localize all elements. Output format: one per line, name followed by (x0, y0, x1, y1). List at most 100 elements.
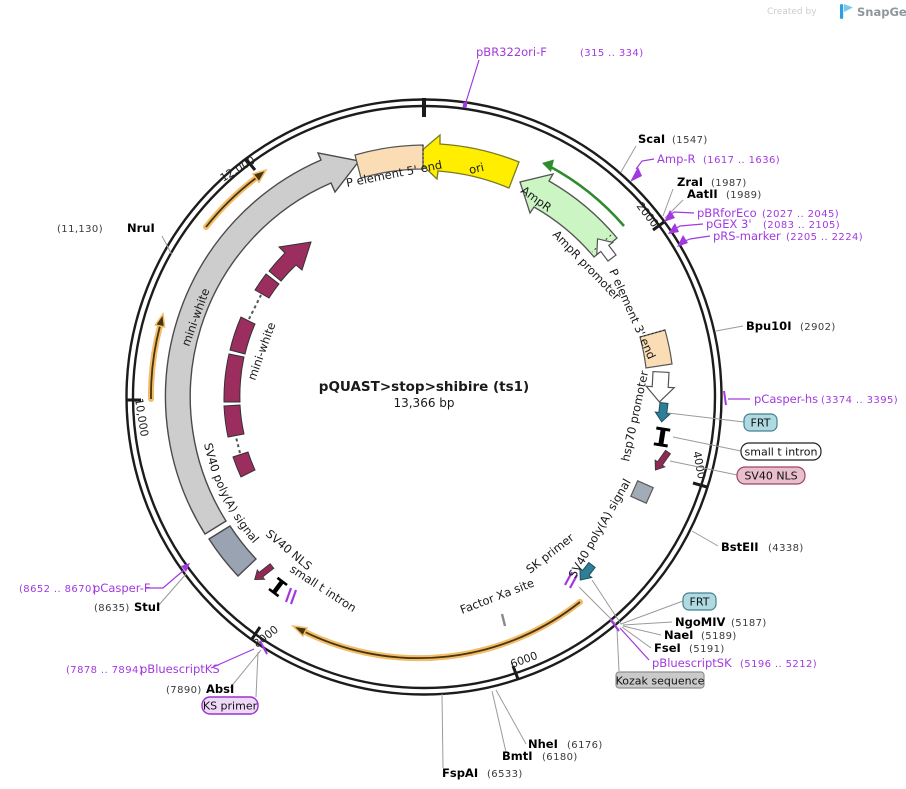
frt-box-top-label[interactable]: FRT (751, 417, 771, 430)
feature-small-t-intron-glyph[interactable] (653, 426, 671, 448)
callout-line-ngoMIV (622, 621, 673, 626)
frt-box-top[interactable] (743, 413, 778, 432)
primer-pbluescriptsk[interactable]: pBluescriptSK (652, 656, 732, 670)
enzyme-nruI-pos: (11,130) (57, 224, 103, 235)
ks-primer-box-label[interactable]: KS primer (203, 700, 258, 713)
frt-box-bottom[interactable] (682, 592, 717, 611)
label-hsp70-promoter[interactable]: hsp70 promoter (618, 369, 651, 462)
enzyme-bpu10I-pos: (2902) (800, 322, 836, 333)
callout-line-frt-top (667, 412, 745, 423)
primer-labels: pBR322ori-F (315 .. 334) Amp-R (1617 .. … (19, 45, 898, 676)
callout-line-nruI (161, 235, 173, 256)
feature-sv40-polya-square[interactable] (629, 479, 655, 505)
orange-arc-bottom-core (304, 601, 581, 660)
kozak-box-label[interactable]: Kozak sequence (616, 675, 705, 688)
label-sv40-polya-right[interactable]: SV40 poly(A) signal (565, 476, 633, 580)
enzyme-naeI-pos: (5189) (701, 631, 737, 642)
feature-hsp70-promoter-arrow[interactable] (654, 401, 672, 423)
feature-frt-arrow-bottom[interactable] (574, 560, 598, 584)
enzyme-stuI-pos: (8635) (94, 603, 130, 614)
enzyme-nheI[interactable]: NheI (528, 737, 558, 751)
sv40-nls-box[interactable] (736, 466, 806, 485)
primer-pgex3[interactable]: pGEX 3' (706, 217, 752, 231)
label-small-t-intron-left[interactable]: small t intron (287, 562, 359, 615)
primer-pbluescriptsk-range: (5196 .. 5212) (740, 659, 817, 670)
watermark-brand: SnapGene (857, 5, 906, 19)
primer-pbr322ori-f[interactable]: pBR322ori-F (476, 45, 547, 59)
callout-line-small-t-intron (672, 436, 742, 452)
feature-stop-cassette-arrow[interactable] (644, 370, 676, 403)
enzyme-zraI[interactable]: ZraI (677, 175, 703, 189)
small-t-intron-box[interactable] (740, 442, 822, 461)
enzyme-bstEII[interactable]: BstEII (721, 540, 759, 554)
pline-prs-marker (684, 235, 711, 242)
plasmid-title: pQUAST>stop>shibire (ts1) (319, 379, 529, 395)
mini-white-exon-1[interactable] (232, 451, 256, 478)
callout-line-scaI (620, 145, 637, 173)
orange-arrowhead-left-icon (154, 311, 166, 328)
mini-white-exon-3[interactable] (223, 353, 245, 403)
enzyme-bpu10I[interactable]: Bpu10I (746, 319, 791, 333)
primer-pbluescriptks[interactable]: pBluescriptKS (140, 662, 220, 676)
enzyme-fspAI[interactable]: FspAI (442, 766, 478, 780)
feature-mini-white-exons[interactable] (223, 241, 312, 478)
enzyme-aatII[interactable]: AatII (687, 187, 718, 201)
enzyme-stuI[interactable]: StuI (134, 600, 160, 614)
small-t-intron-box-label[interactable]: small t intron (745, 446, 818, 459)
enzyme-absI[interactable]: AbsI (206, 682, 234, 696)
label-ori[interactable]: ori (468, 160, 486, 177)
primer-prs-marker-range: (2205 .. 2224) (786, 232, 863, 243)
primer-pcasper-f[interactable]: pCasper-F (93, 581, 151, 595)
enzyme-fseI[interactable]: FseI (654, 641, 681, 655)
kozak-box[interactable] (615, 671, 705, 689)
feature-small-t-intron-glyph-left[interactable] (268, 576, 288, 598)
feature-sv40-nls-arrow-left[interactable] (251, 561, 276, 584)
enzyme-zraI-pos: (1987) (711, 178, 747, 189)
mini-white-exon-5[interactable] (254, 273, 280, 299)
enzyme-scaI[interactable]: ScaI (638, 132, 665, 146)
direction-arrows (147, 168, 583, 662)
enzyme-aatII-pos: (1989) (726, 190, 762, 201)
callout-line-bstEII (691, 530, 719, 547)
tick-label-10000: 10,000 (132, 397, 151, 437)
enzyme-ngoMIV[interactable]: NgoMIV (675, 615, 725, 629)
snapgene-logo-icon (840, 4, 853, 19)
sv40-nls-box-label[interactable]: SV40 NLS (744, 470, 797, 483)
ks-primer-box[interactable] (201, 696, 259, 715)
callout-line-zraI (662, 188, 674, 217)
mini-white-exon-4[interactable] (229, 316, 256, 355)
feature-p-element-3-end[interactable] (639, 329, 673, 369)
enzyme-bmtI[interactable]: BmtI (502, 749, 533, 763)
mini-white-arrowhead[interactable] (268, 241, 312, 282)
primer-pcasper-hs-range: (3374 .. 3395) (821, 395, 898, 406)
feature-ampr-arrow[interactable] (519, 173, 618, 258)
intron-dash-2 (248, 294, 262, 320)
enzyme-absI-pos: (7890) (166, 685, 202, 696)
feature-sk-primer-hatch[interactable] (564, 571, 578, 589)
tick-12000 (244, 158, 257, 171)
boxed-labels: FRT small t intron SV40 NLS FRT Kozak se… (201, 413, 822, 715)
feature-pbluescriptks-hatch[interactable] (284, 587, 298, 605)
enzyme-naeI[interactable]: NaeI (664, 628, 693, 642)
primer-pbrforeco[interactable]: pBRforEco (697, 206, 757, 220)
label-p-element-3-end[interactable]: P element 3' end (606, 267, 658, 362)
feature-sv40-polya-block[interactable] (208, 525, 257, 577)
orange-arc-topleft-core (205, 177, 257, 228)
enzyme-bmtI-pos: (6180) (542, 752, 578, 763)
primer-pcasper-hs[interactable]: pCasper-hs (754, 392, 818, 406)
pmark-amp-r-arrow-icon (630, 167, 642, 182)
primer-callouts (146, 59, 750, 669)
tick-2000 (652, 220, 665, 232)
feature-sv40-nls-arrow[interactable] (650, 449, 672, 474)
feature-mini-white-band[interactable] (164, 152, 361, 535)
frt-box-bottom-label[interactable]: FRT (690, 596, 710, 609)
primer-amp-r[interactable]: Amp-R (657, 152, 696, 166)
mini-white-exon-2[interactable] (223, 404, 245, 438)
ampr-orf-arrowhead-icon (542, 159, 554, 172)
feature-ampr-promoter-arrow[interactable] (590, 233, 620, 264)
primer-prs-marker[interactable]: pRS-marker (713, 229, 781, 243)
enzyme-nruI[interactable]: NruI (127, 221, 155, 235)
label-factor-xa-site[interactable]: Factor Xa site (458, 576, 536, 617)
